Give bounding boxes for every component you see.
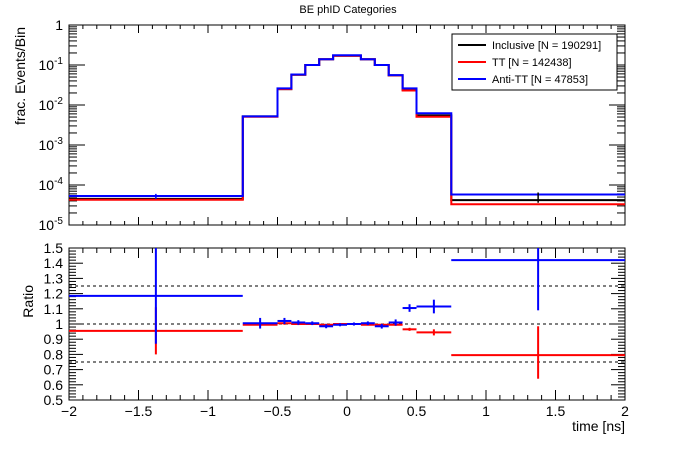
upper-y-tick-label: 10-5 — [39, 216, 64, 233]
legend-label-anti-tt: Anti-TT [N = 47853] — [492, 74, 588, 86]
lower-y-tick-label: 0.5 — [44, 392, 64, 408]
lower-panel: −2 −1.5 −1 −0.5 0 0.5 1 1.5 20.50.60.70.80.911.1… — [20, 240, 629, 434]
upper-axis-ticks: 1 10-1 10-2 10-3 10-4 10-5 — [39, 17, 626, 233]
lower-y-tick-label: 1.2 — [44, 286, 64, 302]
histogram-series-2 — [69, 54, 625, 197]
ratio-point — [388, 319, 403, 326]
ratio-point — [319, 324, 334, 329]
ratio-point — [451, 248, 625, 311]
ratio-point — [242, 317, 278, 329]
lower-series-group — [69, 248, 625, 379]
lower-y-axis-label: Ratio — [20, 285, 36, 318]
ratio-point — [69, 248, 243, 344]
upper-y-tick-label: 10-2 — [39, 96, 64, 113]
lower-y-tick-label: 0.9 — [44, 331, 64, 347]
ratio-point — [360, 321, 375, 326]
lower-y-tick-label: 1.5 — [44, 240, 64, 256]
x-tick-label: 1.5 — [546, 403, 566, 419]
x-tick-label: 0 — [343, 403, 351, 419]
x-tick-label: −1.5 — [125, 403, 153, 419]
legend-label-tt: TT [N = 142438] — [492, 57, 572, 69]
legend: Inclusive [N = 190291] TT [N = 142438] A… — [451, 33, 618, 91]
ratio-point — [374, 324, 389, 329]
upper-y-tick-label: 1 — [55, 17, 63, 33]
x-tick-label: −1 — [200, 403, 216, 419]
lower-y-tick-label: 0.8 — [44, 346, 64, 362]
lower-y-tick-label: 1.3 — [44, 270, 64, 286]
ratio-point — [416, 329, 452, 336]
x-tick-label: 2 — [621, 403, 629, 419]
lower-y-tick-label: 1.4 — [44, 255, 64, 271]
ratio-point — [416, 299, 452, 314]
upper-y-axis-label: frac. Events/Bin — [12, 27, 28, 125]
ratio-point — [291, 320, 306, 325]
upper-y-tick-label: 10-1 — [39, 56, 64, 73]
ratio-point — [347, 322, 361, 326]
upper-y-tick-label: 10-3 — [39, 136, 64, 153]
upper-panel: 1 10-1 10-2 10-3 10-4 10-5 frac. Events/Bin I… — [12, 17, 626, 233]
upper-series-group — [69, 54, 625, 206]
x-tick-label: −2 — [61, 403, 77, 419]
lower-y-tick-label: 1 — [55, 316, 63, 332]
ratio-point — [305, 321, 320, 326]
lower-y-tick-label: 0.7 — [44, 362, 64, 378]
upper-y-tick-label: 10-4 — [39, 176, 64, 193]
ratio-point — [277, 317, 292, 324]
x-tick-label: 0.5 — [407, 403, 427, 419]
legend-label-inclusive: Inclusive [N = 190291] — [492, 40, 601, 52]
x-axis-label: time [ns] — [572, 418, 625, 434]
x-tick-label: 1 — [482, 403, 490, 419]
ratio-point — [333, 323, 347, 327]
chart-title: BE phID Categories — [299, 4, 397, 16]
lower-y-tick-label: 0.6 — [44, 377, 64, 393]
x-tick-label: −0.5 — [264, 403, 292, 419]
lower-y-tick-label: 1.1 — [44, 301, 64, 317]
ratio-point — [402, 327, 417, 331]
ratio-point — [451, 326, 625, 379]
ratio-point — [402, 304, 417, 312]
